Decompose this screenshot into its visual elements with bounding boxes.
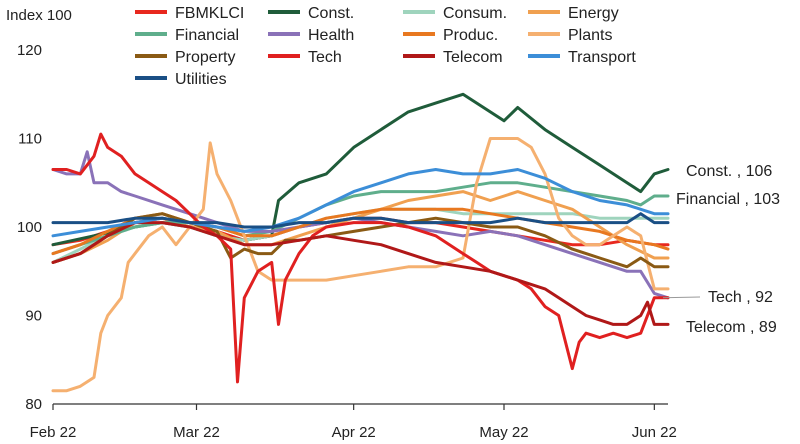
legend-label: FBMKLCI — [175, 5, 244, 22]
x-tick-label: Mar 22 — [173, 424, 220, 441]
x-axis: Feb 22 Mar 22 Apr 22 May 22 Jun 22 — [30, 403, 677, 441]
annotations: Const. , 106 Financial , 103 Tech , 92 Tele… — [662, 163, 780, 336]
legend-label: Energy — [568, 5, 619, 22]
annotation-label: Tech , 92 — [708, 289, 773, 306]
legend-label: Plants — [568, 27, 612, 44]
y-axis-label: Index 100 — [6, 7, 72, 24]
legend-label: Property — [175, 49, 235, 66]
series-line-tech — [51, 132, 670, 384]
series-line-utilities — [51, 212, 670, 229]
legend-label: Financial — [175, 27, 239, 44]
legend-label: Tech — [308, 49, 342, 66]
series-line-plants — [51, 137, 670, 393]
legend-label: Const. — [308, 5, 354, 22]
legend-label: Health — [308, 27, 354, 44]
x-tick-label: Jun 22 — [632, 424, 677, 441]
legend-label: Transport — [568, 49, 636, 66]
legend-label: Consum. — [443, 5, 507, 22]
x-tick-label: May 22 — [479, 424, 528, 441]
legend-label: Produc. — [443, 27, 498, 44]
series-lines — [51, 92, 670, 393]
y-tick-label: 90 — [25, 308, 42, 325]
annotation-leader-line — [662, 296, 701, 299]
y-tick-label: 120 — [17, 42, 42, 59]
series-line-telecom — [51, 221, 670, 326]
annotation-label: Telecom , 89 — [686, 319, 777, 336]
annotation-label: Financial , 103 — [676, 191, 780, 208]
x-tick-label: Apr 22 — [332, 424, 376, 441]
y-tick-label: 100 — [17, 219, 42, 236]
legend-label: Utilities — [175, 71, 227, 88]
annotation-label: Const. , 106 — [686, 163, 772, 180]
legend: FBMKLCI Const. Consum. Energy Financial Healt… — [135, 5, 636, 88]
y-tick-label: 80 — [25, 396, 42, 413]
y-tick-label: 110 — [18, 131, 42, 148]
y-axis-ticks: 80 90 100 110 120 — [17, 42, 42, 413]
x-tick-label: Feb 22 — [30, 424, 77, 441]
legend-label: Telecom — [443, 49, 503, 66]
series-line-property — [51, 212, 670, 269]
